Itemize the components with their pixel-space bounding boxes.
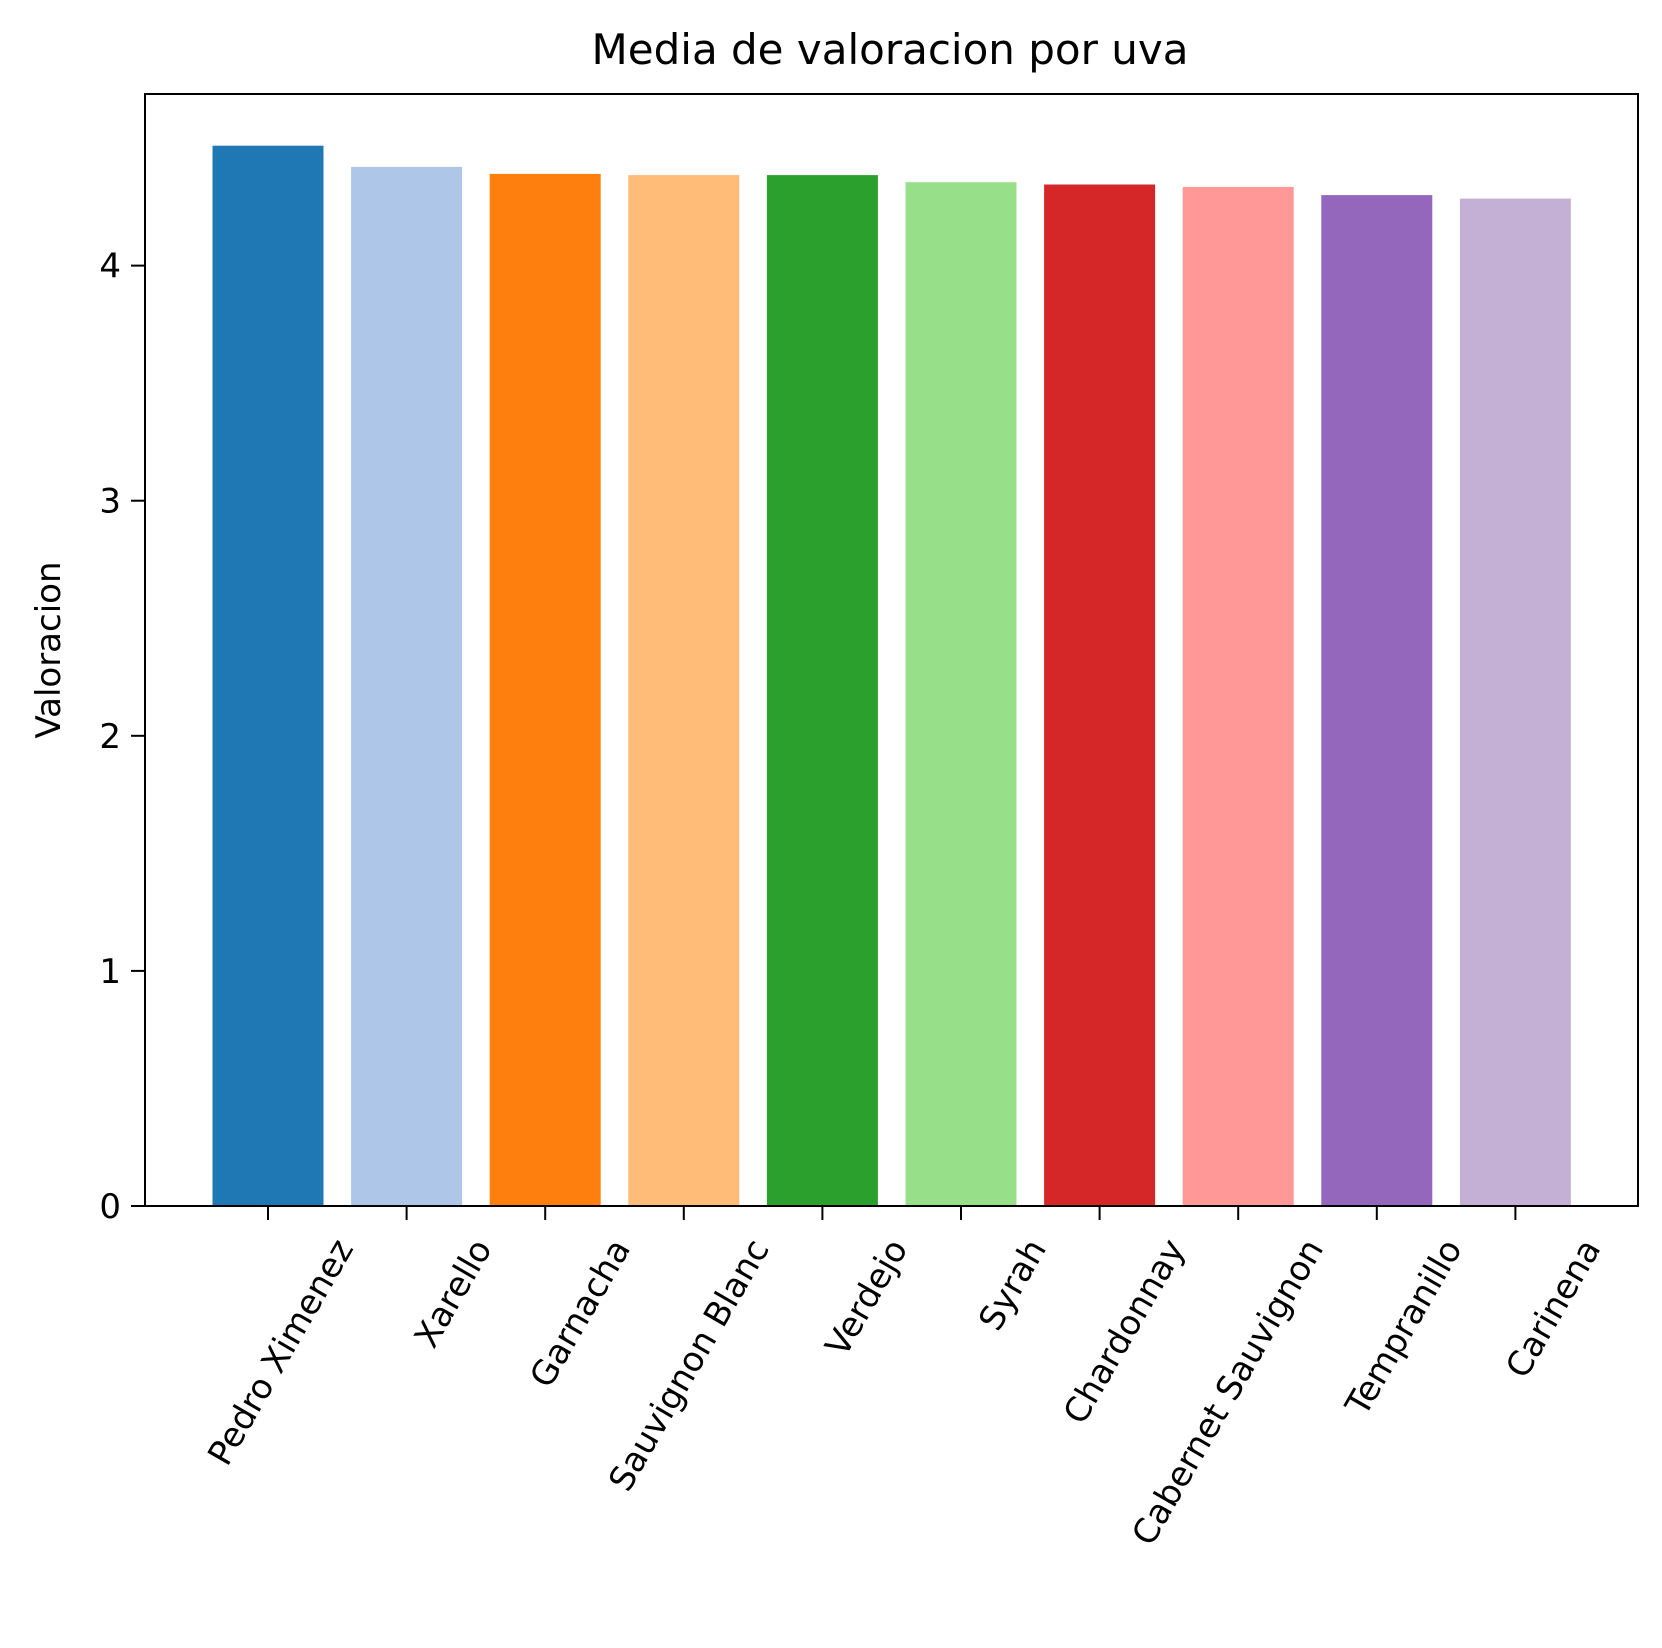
y-tick-label: 2 bbox=[99, 717, 121, 757]
bar-tempranillo bbox=[1321, 195, 1433, 1207]
y-tick-label: 4 bbox=[99, 247, 121, 287]
bar-chardonnay bbox=[1044, 184, 1156, 1206]
x-tick-label: Tempranillo bbox=[1337, 1233, 1470, 1424]
bars-group bbox=[212, 145, 1571, 1207]
y-axis-label: Valoracion bbox=[29, 561, 69, 738]
y-tick-label: 1 bbox=[99, 952, 121, 992]
x-tick-label: Sauvignon Blanc bbox=[601, 1233, 777, 1499]
y-tick-label: 0 bbox=[99, 1187, 121, 1227]
bar-sauvignon-blanc bbox=[628, 175, 740, 1207]
x-tick-label: Xarello bbox=[407, 1233, 501, 1355]
x-tick-label: Chardonnay bbox=[1056, 1233, 1194, 1431]
x-tick-label: Syrah bbox=[971, 1233, 1055, 1338]
bar-xarello bbox=[351, 166, 463, 1206]
x-tick-label: Verdejo bbox=[818, 1233, 916, 1364]
bar-garnacha bbox=[489, 173, 601, 1206]
x-tick-label: Garnacha bbox=[522, 1233, 639, 1395]
bar-cabernet-sauvignon bbox=[1182, 186, 1294, 1206]
y-ticks-group: 0 1 2 3 4 bbox=[99, 247, 145, 1227]
x-tick-label: Pedro Ximenez bbox=[200, 1233, 362, 1473]
plot-area-frame bbox=[144, 93, 1639, 1207]
bar-verdejo bbox=[766, 175, 878, 1207]
y-tick-label: 3 bbox=[99, 482, 121, 522]
x-tick-label: Carinena bbox=[1498, 1233, 1609, 1385]
bar-pedro-ximenez bbox=[212, 145, 324, 1207]
chart-title: Media de valoracion por uva bbox=[592, 25, 1189, 74]
bar-carinena bbox=[1459, 198, 1571, 1207]
bar-syrah bbox=[905, 182, 1017, 1206]
